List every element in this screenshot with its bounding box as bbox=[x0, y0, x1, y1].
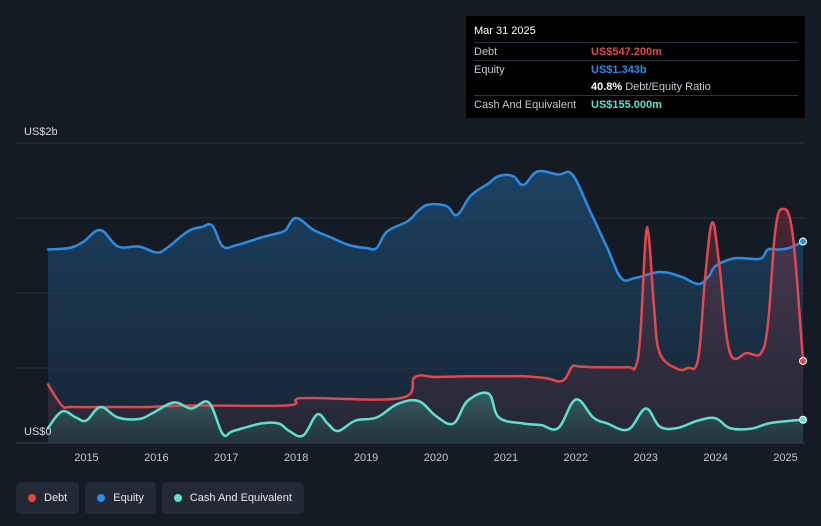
series-endpoints bbox=[799, 237, 807, 424]
x-tick-label: 2024 bbox=[703, 452, 727, 464]
tooltip-panel: Mar 31 2025 Debt US$547.200m Equity US$1… bbox=[466, 16, 805, 118]
legend-label-debt: Debt bbox=[44, 492, 68, 504]
x-tick-label: 2017 bbox=[214, 452, 238, 464]
tooltip-date: Mar 31 2025 bbox=[474, 25, 536, 37]
tooltip-row-debt: Debt US$547.200m bbox=[474, 42, 798, 60]
tooltip-cash-value: US$155.000m bbox=[591, 98, 662, 111]
x-tick-label: 2018 bbox=[284, 452, 308, 464]
debt-line bbox=[46, 207, 805, 409]
debt-dot-icon bbox=[28, 494, 36, 502]
debt-endpoint bbox=[799, 356, 807, 365]
legend: Debt Equity Cash And Equivalent bbox=[16, 482, 304, 514]
cash-endpoint bbox=[799, 415, 807, 424]
y-axis-top-label: US$2b bbox=[24, 126, 58, 138]
tooltip-debt-value: US$547.200m bbox=[591, 45, 662, 58]
tooltip-row-equity: Equity US$1.343b bbox=[474, 60, 798, 78]
tooltip-cash-label: Cash And Equivalent bbox=[474, 98, 577, 111]
equity-dot-icon bbox=[97, 494, 106, 502]
debt-area bbox=[48, 208, 803, 443]
tooltip-ratio-value: 40.8% bbox=[591, 80, 623, 93]
x-tick-label: 2016 bbox=[144, 452, 168, 464]
x-tick-label: 2019 bbox=[354, 452, 378, 464]
legend-item-cash[interactable]: Cash And Equivalent bbox=[161, 482, 304, 514]
tooltip-row-cash: Cash And Equivalent US$155.000m bbox=[474, 95, 798, 113]
x-tick-label: 2025 bbox=[773, 452, 797, 464]
legend-item-debt[interactable]: Debt bbox=[16, 482, 80, 514]
legend-label-cash: Cash And Equivalent bbox=[189, 492, 292, 504]
tooltip-row-ratio: 40.8% Debt/Equity Ratio bbox=[474, 78, 798, 95]
y-axis-bottom-label: US$0 bbox=[24, 426, 52, 438]
x-tick-label: 2023 bbox=[633, 452, 657, 464]
cash-line bbox=[46, 391, 805, 438]
x-tick-label: 2021 bbox=[494, 452, 518, 464]
x-tick-label: 2022 bbox=[564, 452, 588, 464]
legend-item-equity[interactable]: Equity bbox=[85, 482, 156, 514]
series-areas bbox=[48, 171, 803, 443]
x-axis-ticks: 2015 2016 2017 2018 2019 2020 2021 2022 2023 2024… bbox=[74, 452, 798, 464]
x-tick-label: 2020 bbox=[424, 452, 448, 464]
x-tick-label: 2015 bbox=[74, 452, 98, 464]
tooltip-equity-value: US$1.343b bbox=[591, 63, 647, 76]
cash-dot-icon bbox=[173, 494, 182, 502]
tooltip-debt-label: Debt bbox=[474, 45, 498, 58]
legend-label-equity: Equity bbox=[113, 492, 144, 504]
series-lines bbox=[46, 169, 805, 438]
equity-endpoint bbox=[799, 237, 807, 246]
tooltip-equity-label: Equity bbox=[474, 63, 505, 76]
tooltip-ratio-label: Debt/Equity Ratio bbox=[625, 80, 711, 93]
